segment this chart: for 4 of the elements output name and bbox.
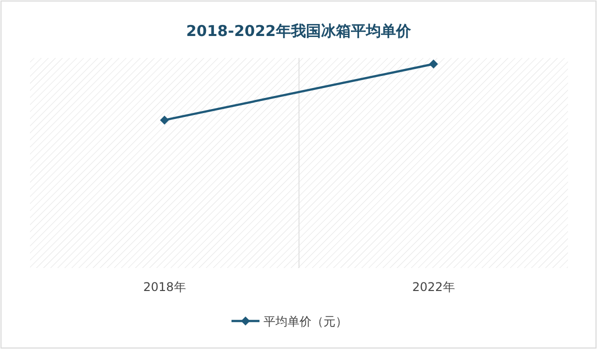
chart-title: 2018-2022年我国冰箱平均单价 (186, 22, 412, 40)
x-tick-label: 2018年 (143, 280, 186, 294)
legend-label: 平均单价（元） (264, 314, 348, 328)
x-tick-label: 2022年 (412, 280, 455, 294)
